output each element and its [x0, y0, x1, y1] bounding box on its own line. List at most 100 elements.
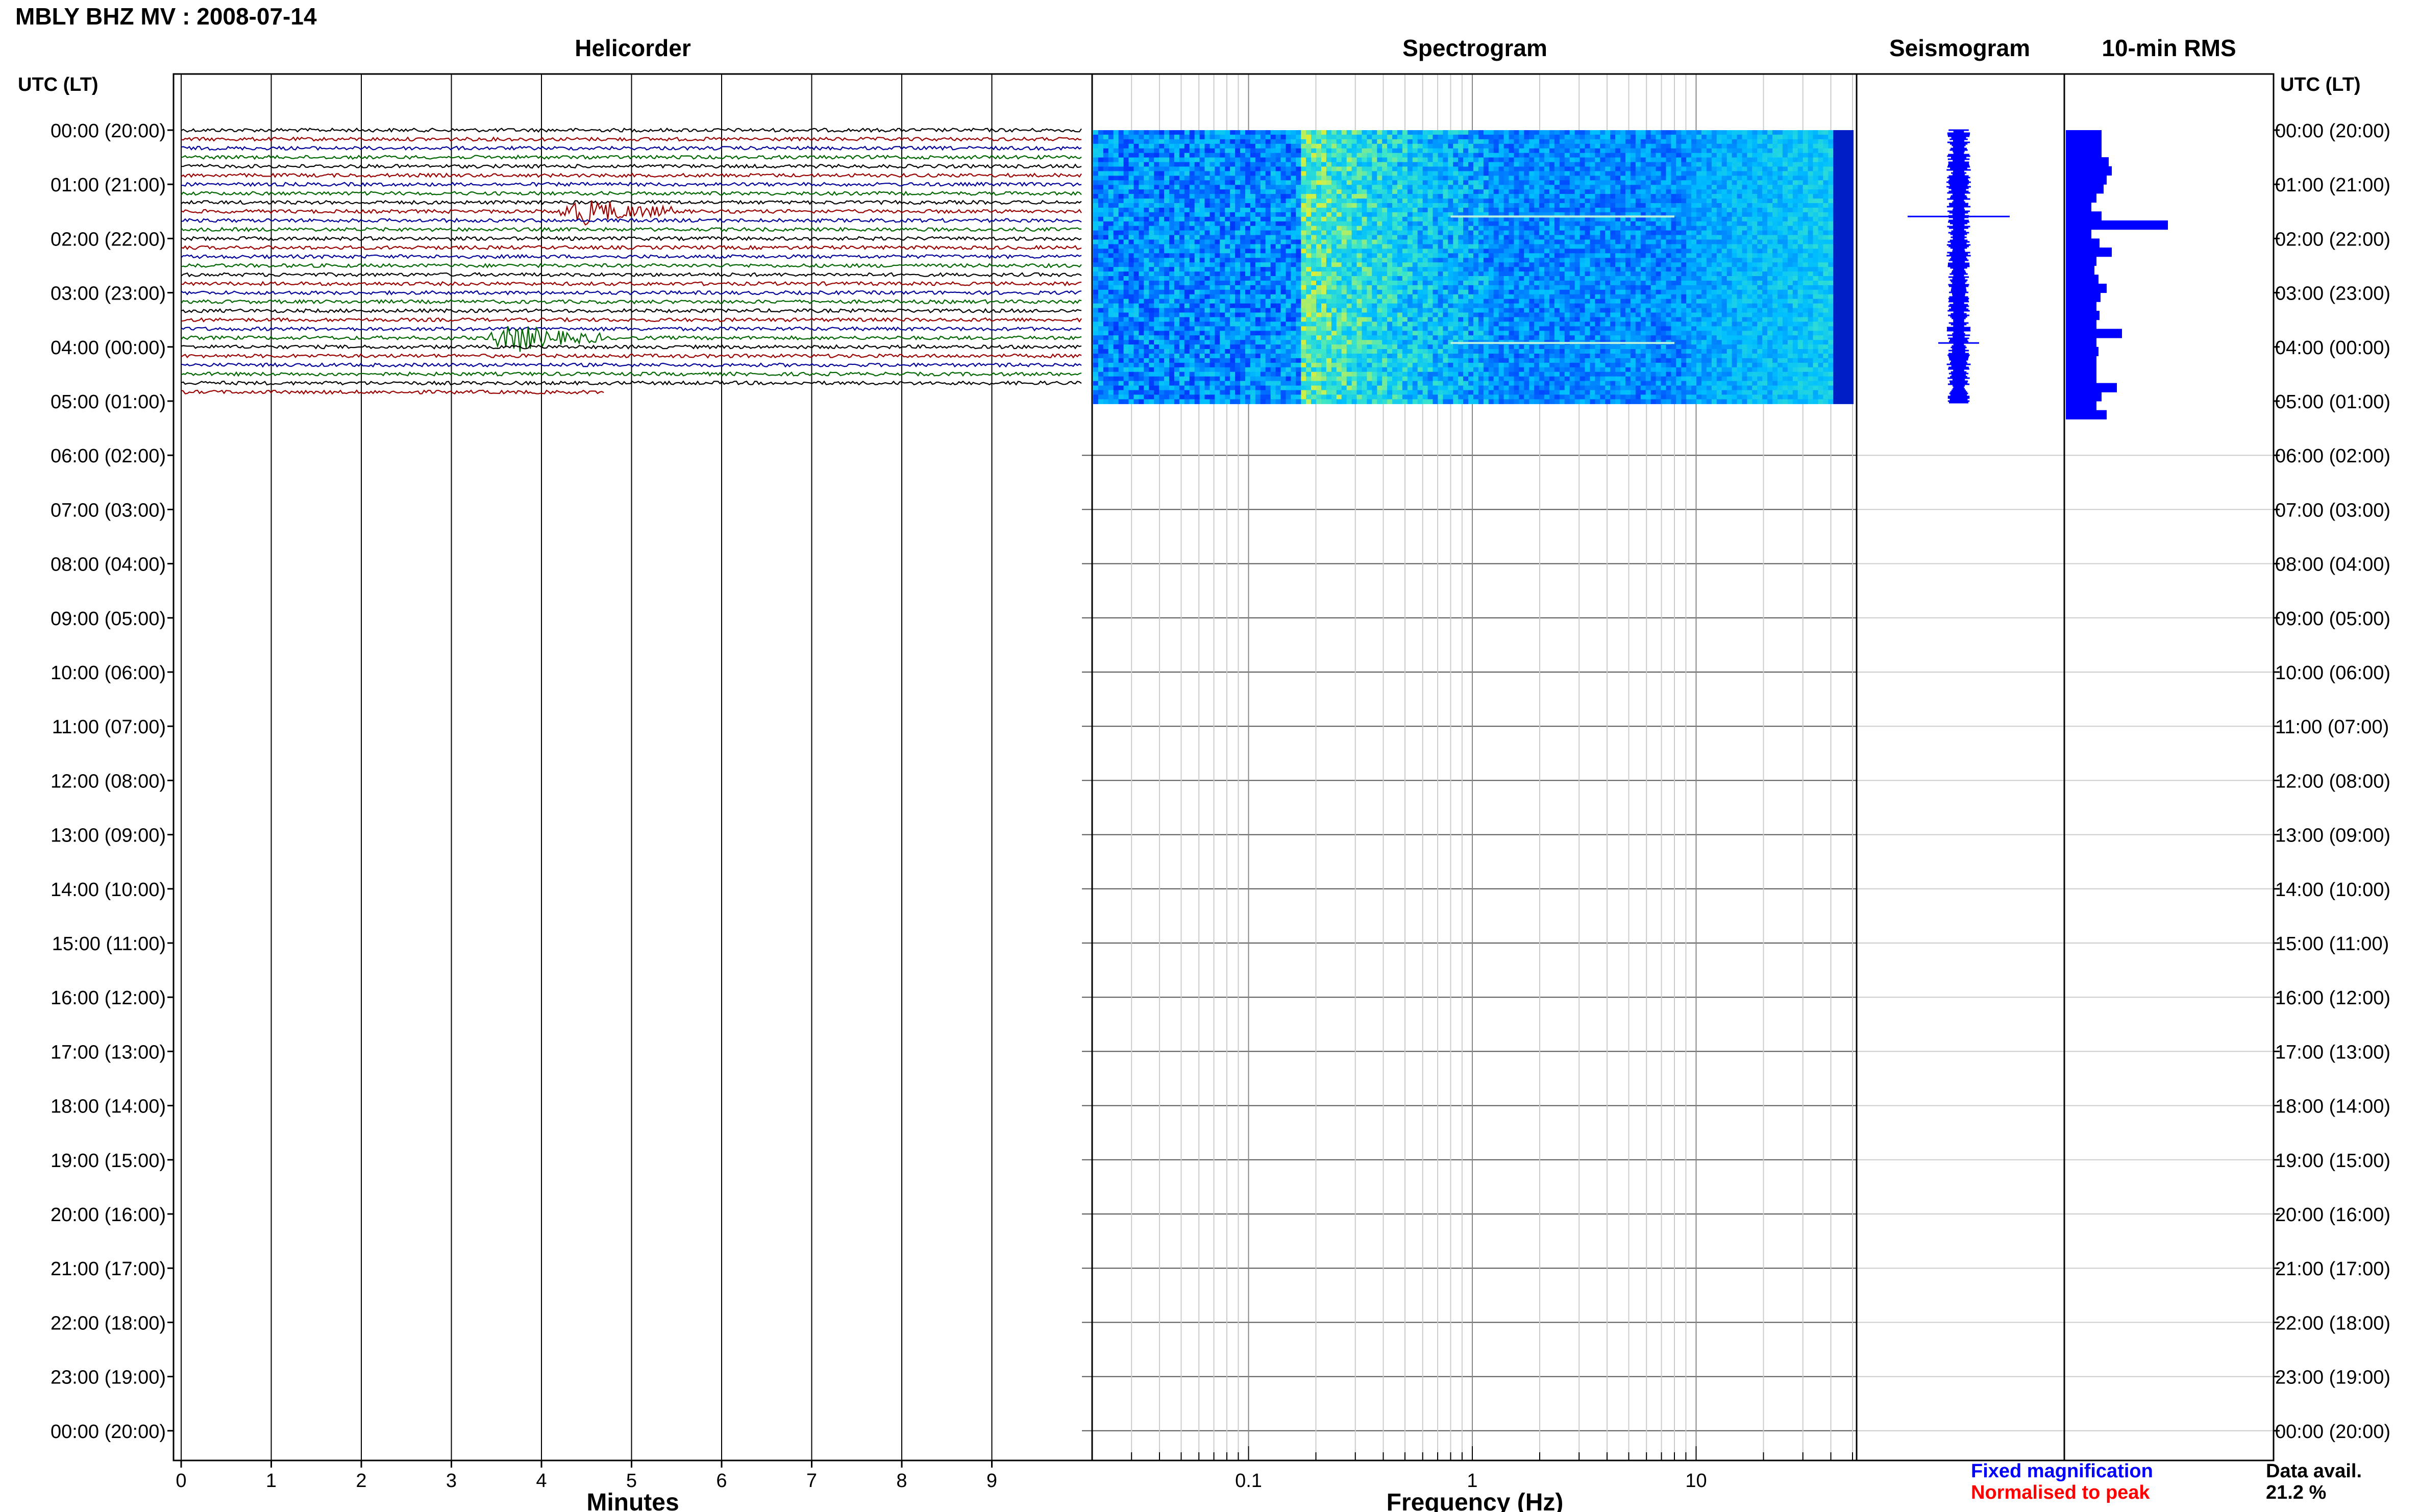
spectrogram-cell: [1179, 143, 1185, 149]
spectrogram-cell: [1514, 157, 1519, 163]
spectrogram-cell: [1696, 235, 1702, 240]
spectrogram-cell: [1498, 271, 1504, 277]
spectrogram-cell: [1823, 194, 1829, 199]
spectrogram-cell: [1686, 157, 1692, 163]
spectrogram-cell: [1493, 157, 1499, 163]
spectrogram-cell: [1676, 212, 1682, 217]
spectrogram-cell: [1463, 208, 1469, 213]
spectrogram-cell: [1823, 203, 1829, 208]
spectrogram-cell: [1372, 267, 1377, 272]
spectrogram-cell: [1569, 271, 1575, 277]
spectrogram-cell: [1367, 249, 1372, 254]
spectrogram-cell: [1838, 153, 1844, 158]
helicorder-trace: [181, 172, 1082, 178]
spectrogram-cell: [1169, 258, 1175, 263]
spectrogram-cell: [1762, 171, 1768, 176]
spectrogram-cell: [1534, 244, 1540, 249]
spectrogram-cell: [1321, 239, 1327, 244]
spectrogram-cell: [1752, 258, 1758, 263]
spectrogram-cell: [1351, 157, 1357, 163]
spectrogram-cell: [1113, 162, 1119, 167]
spectrogram-cell: [1676, 258, 1682, 263]
spectrogram-cell: [1762, 139, 1768, 144]
spectrogram-cell: [1473, 221, 1479, 227]
spectrogram-cell: [1123, 176, 1129, 181]
spectrogram-cell: [1579, 208, 1586, 213]
spectrogram-cell: [1726, 267, 1733, 272]
spectrogram-cell: [1524, 180, 1529, 185]
spectrogram-cell: [1184, 180, 1190, 185]
spectrogram-cell: [1179, 171, 1185, 176]
spectrogram-cell: [1650, 166, 1657, 171]
spectrogram-cell: [1270, 130, 1276, 135]
spectrogram-cell: [1666, 176, 1671, 181]
spectrogram-cell: [1316, 176, 1322, 181]
spectrogram-cell: [1098, 185, 1104, 190]
spectrogram-cell: [1275, 157, 1281, 163]
spectrogram-cell: [1118, 148, 1124, 154]
spectrogram-cell: [1605, 148, 1611, 154]
spectrogram-cell: [1291, 139, 1296, 144]
spectrogram-cell: [1321, 244, 1327, 249]
spectrogram-cell: [1427, 134, 1434, 140]
spectrogram-cell: [1579, 148, 1586, 154]
spectrogram-cell: [1443, 226, 1448, 231]
spectrogram-cell: [1630, 148, 1636, 154]
spectrogram-cell: [1767, 212, 1773, 217]
spectrogram-cell: [1463, 271, 1469, 277]
spectrogram-cell: [1524, 171, 1529, 176]
spectrogram-cell: [1367, 216, 1372, 222]
spectrogram-cell: [1509, 166, 1514, 171]
spectrogram-cell: [1331, 166, 1337, 171]
spectrogram-cell: [1270, 208, 1276, 213]
spectrogram-cell: [1767, 180, 1773, 185]
spectrogram-cell: [1458, 166, 1464, 171]
spectrogram-cell: [1422, 166, 1428, 171]
spectrogram-cell: [1640, 143, 1646, 149]
spectrogram-cell: [1351, 262, 1357, 267]
spectrogram-cell: [1291, 249, 1296, 254]
spectrogram-cell: [1407, 153, 1413, 158]
spectrogram-cell: [1676, 139, 1682, 144]
spectrogram-cell: [1260, 267, 1266, 272]
spectrogram-cell: [1478, 194, 1484, 199]
spectrogram-cell: [1681, 239, 1687, 244]
spectrogram-cell: [1159, 208, 1165, 213]
spectrogram-cell: [1118, 189, 1124, 194]
spectrogram-cell: [1438, 148, 1443, 154]
spectrogram-cell: [1240, 212, 1246, 217]
spectrogram-cell: [1427, 216, 1434, 222]
spectrogram-cell: [1179, 221, 1185, 227]
spectrogram-cell: [1615, 216, 1621, 222]
spectrogram-cell: [1792, 176, 1798, 181]
spectrogram-cell: [1757, 153, 1763, 158]
spectrogram-cell: [1808, 194, 1814, 199]
spectrogram-cell: [1377, 185, 1383, 190]
spectrogram-cell: [1747, 162, 1752, 167]
spectrogram-cell: [1154, 216, 1159, 222]
spectrogram-cell: [1321, 189, 1327, 194]
spectrogram-cell: [1514, 235, 1519, 240]
spectrogram-cell: [1164, 157, 1170, 163]
spectrogram-cell: [1503, 216, 1510, 222]
spectrogram-cell: [1559, 194, 1565, 199]
spectrogram-cell: [1797, 226, 1804, 231]
spectrogram-cell: [1579, 216, 1586, 222]
spectrogram-cell: [1402, 162, 1408, 167]
spectrogram-cell: [1189, 153, 1195, 158]
spectrogram-cell: [1407, 249, 1413, 254]
spectrogram-cell: [1640, 162, 1646, 167]
spectrogram-cell: [1245, 194, 1251, 199]
spectrogram-cell: [1539, 262, 1545, 267]
spectrogram-cell: [1488, 249, 1494, 254]
spectrogram-cell: [1828, 216, 1834, 222]
spectrogram-cell: [1778, 180, 1783, 185]
spectrogram-cell: [1610, 226, 1616, 231]
spectrogram-cell: [1113, 166, 1119, 171]
spectrogram-cell: [1843, 253, 1849, 258]
spectrogram-cell: [1666, 267, 1671, 272]
spectrogram-cell: [1144, 262, 1149, 267]
spectrogram-cell: [1164, 267, 1170, 272]
spectrogram-cell: [1610, 185, 1616, 190]
spectrogram-cell: [1225, 258, 1230, 263]
